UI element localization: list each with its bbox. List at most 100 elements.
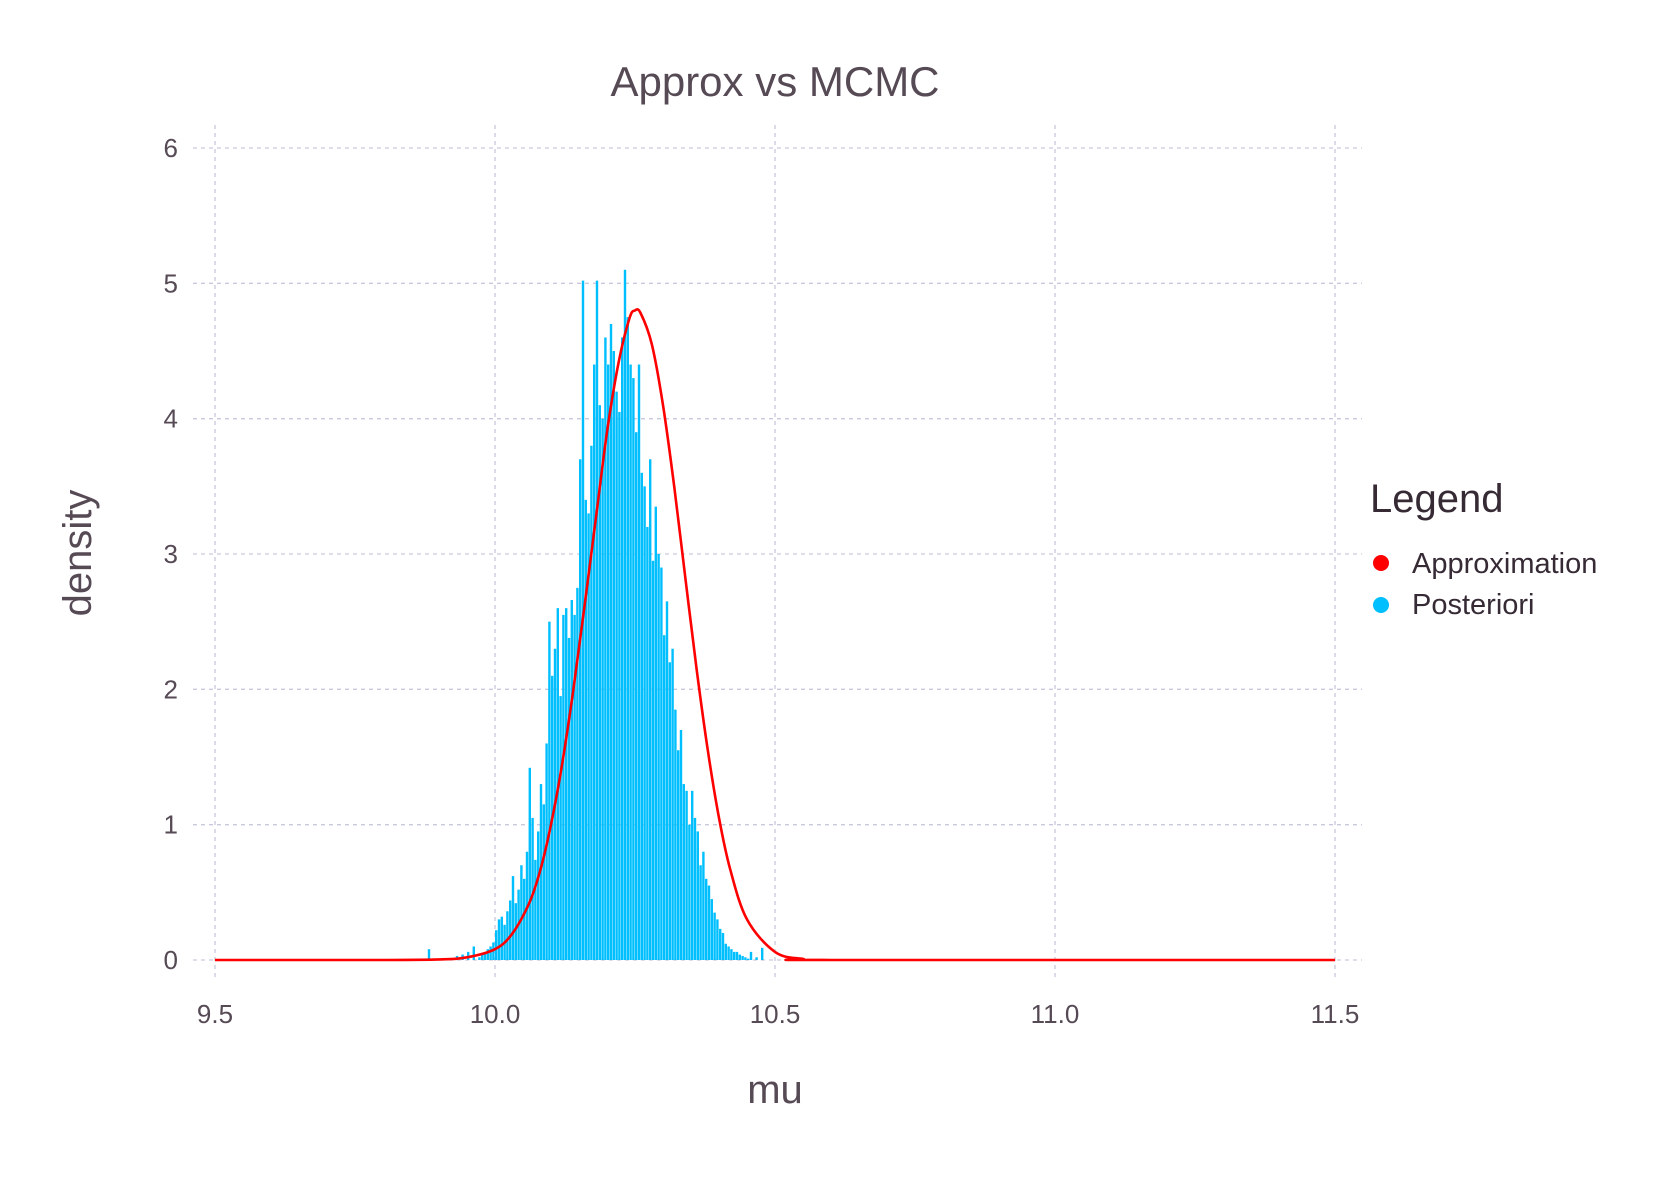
histogram-bar	[643, 486, 646, 960]
histogram-bar	[618, 411, 621, 960]
x-tick-label: 10.5	[750, 999, 801, 1029]
histogram-bar	[749, 951, 753, 960]
histogram-bar	[685, 790, 688, 960]
histogram-bar	[514, 903, 517, 960]
histogram-bar	[707, 885, 711, 960]
histogram-bar	[696, 831, 699, 960]
histogram-bar	[500, 916, 503, 960]
histogram-bar	[755, 957, 758, 960]
histogram-bar	[612, 351, 615, 960]
histogram-bar	[579, 459, 582, 960]
y-tick-label: 6	[164, 133, 178, 163]
histogram-bar	[609, 323, 613, 960]
histogram-bar	[761, 947, 764, 960]
legend-marker-approximation	[1373, 555, 1389, 571]
x-tick-label: 11.0	[1031, 999, 1080, 1029]
legend-label-approximation: Approximation	[1412, 548, 1597, 580]
y-tick-label: 1	[164, 810, 178, 840]
histogram-bar	[506, 911, 509, 960]
histogram-bar	[537, 831, 540, 960]
y-axis-title: density	[56, 490, 100, 617]
histogram-bar	[531, 817, 534, 960]
histogram-bar	[713, 912, 716, 960]
histogram-bar	[646, 526, 649, 960]
histogram-bar	[679, 729, 683, 960]
histogram-bar	[573, 614, 576, 960]
histogram-bar	[509, 900, 512, 960]
histogram-bar	[688, 824, 691, 960]
histogram-bar	[511, 876, 515, 960]
histogram-bar	[489, 946, 492, 960]
histogram-bar	[595, 280, 599, 960]
histogram-bar	[559, 696, 562, 960]
histogram-bar	[691, 790, 694, 960]
y-tick-label: 3	[164, 539, 178, 569]
histogram-bar	[565, 608, 568, 960]
histogram-bar	[733, 951, 736, 960]
histogram-bar	[693, 817, 697, 960]
x-axis-title: mu	[747, 1068, 803, 1112]
histogram-bar	[590, 445, 593, 960]
histogram-bar	[623, 269, 627, 960]
histogram-bar	[663, 635, 666, 960]
histogram-bar	[542, 804, 545, 960]
histogram-bar	[657, 554, 660, 960]
legend-title: Legend	[1370, 477, 1503, 521]
histogram-bar	[721, 932, 725, 960]
histogram-bar	[621, 337, 624, 960]
x-axis-ticks: 9.5 10.0 10.5 11.0 11.5	[197, 999, 1359, 1029]
histogram-bar	[601, 418, 604, 961]
histogram-bar	[534, 859, 537, 960]
histogram-bar	[523, 878, 526, 960]
histogram-bar	[741, 955, 744, 960]
histogram-bar	[660, 567, 663, 960]
legend: Legend Approximation Posteriori	[1370, 477, 1597, 621]
histogram-bar	[702, 851, 705, 960]
histogram-bar	[486, 949, 489, 960]
histogram-bar	[649, 459, 652, 960]
histogram-bar	[668, 662, 671, 960]
y-axis-ticks: 0 1 2 3 4 5 6	[164, 133, 178, 975]
histogram-bar	[497, 919, 501, 960]
histogram-bar	[584, 499, 587, 960]
histogram-bar	[744, 957, 747, 960]
histogram-bar	[607, 364, 610, 960]
x-tick-label: 11.5	[1311, 999, 1360, 1029]
histogram-bar	[747, 958, 750, 960]
histogram-bar	[629, 364, 632, 960]
y-tick-label: 4	[164, 404, 178, 434]
posteriori-histogram	[427, 269, 764, 961]
histogram-bar	[651, 560, 655, 960]
histogram-bar	[674, 709, 677, 960]
histogram-bar	[472, 946, 475, 960]
histogram-bar	[719, 928, 722, 960]
histogram-bar	[710, 899, 713, 960]
histogram-bar	[593, 364, 596, 960]
histogram-bar	[615, 391, 618, 961]
grid	[193, 125, 1362, 980]
histogram-bar	[705, 878, 708, 960]
y-tick-label: 2	[164, 674, 178, 704]
histogram-bar	[495, 930, 498, 960]
histogram-bar	[483, 953, 487, 960]
histogram-bar	[567, 637, 571, 960]
histogram-bar	[427, 949, 431, 960]
histogram-bar	[677, 750, 680, 960]
legend-marker-posteriori	[1373, 597, 1389, 613]
histogram-bar	[716, 919, 719, 960]
histogram-bar	[635, 432, 638, 960]
histogram-bar	[528, 767, 531, 960]
legend-label-posteriori: Posteriori	[1412, 589, 1535, 621]
histogram-bar	[576, 587, 579, 960]
chart-title: Approx vs MCMC	[610, 58, 939, 105]
histogram-bar	[598, 405, 601, 961]
approximation-line	[215, 308, 1335, 962]
y-tick-label: 5	[164, 268, 178, 298]
histogram-bar	[724, 943, 727, 960]
histogram-bar	[682, 784, 685, 960]
histogram-bar	[520, 865, 523, 960]
histogram-bar	[626, 317, 629, 961]
histogram-bar	[587, 513, 590, 960]
y-tick-label: 0	[164, 945, 178, 975]
